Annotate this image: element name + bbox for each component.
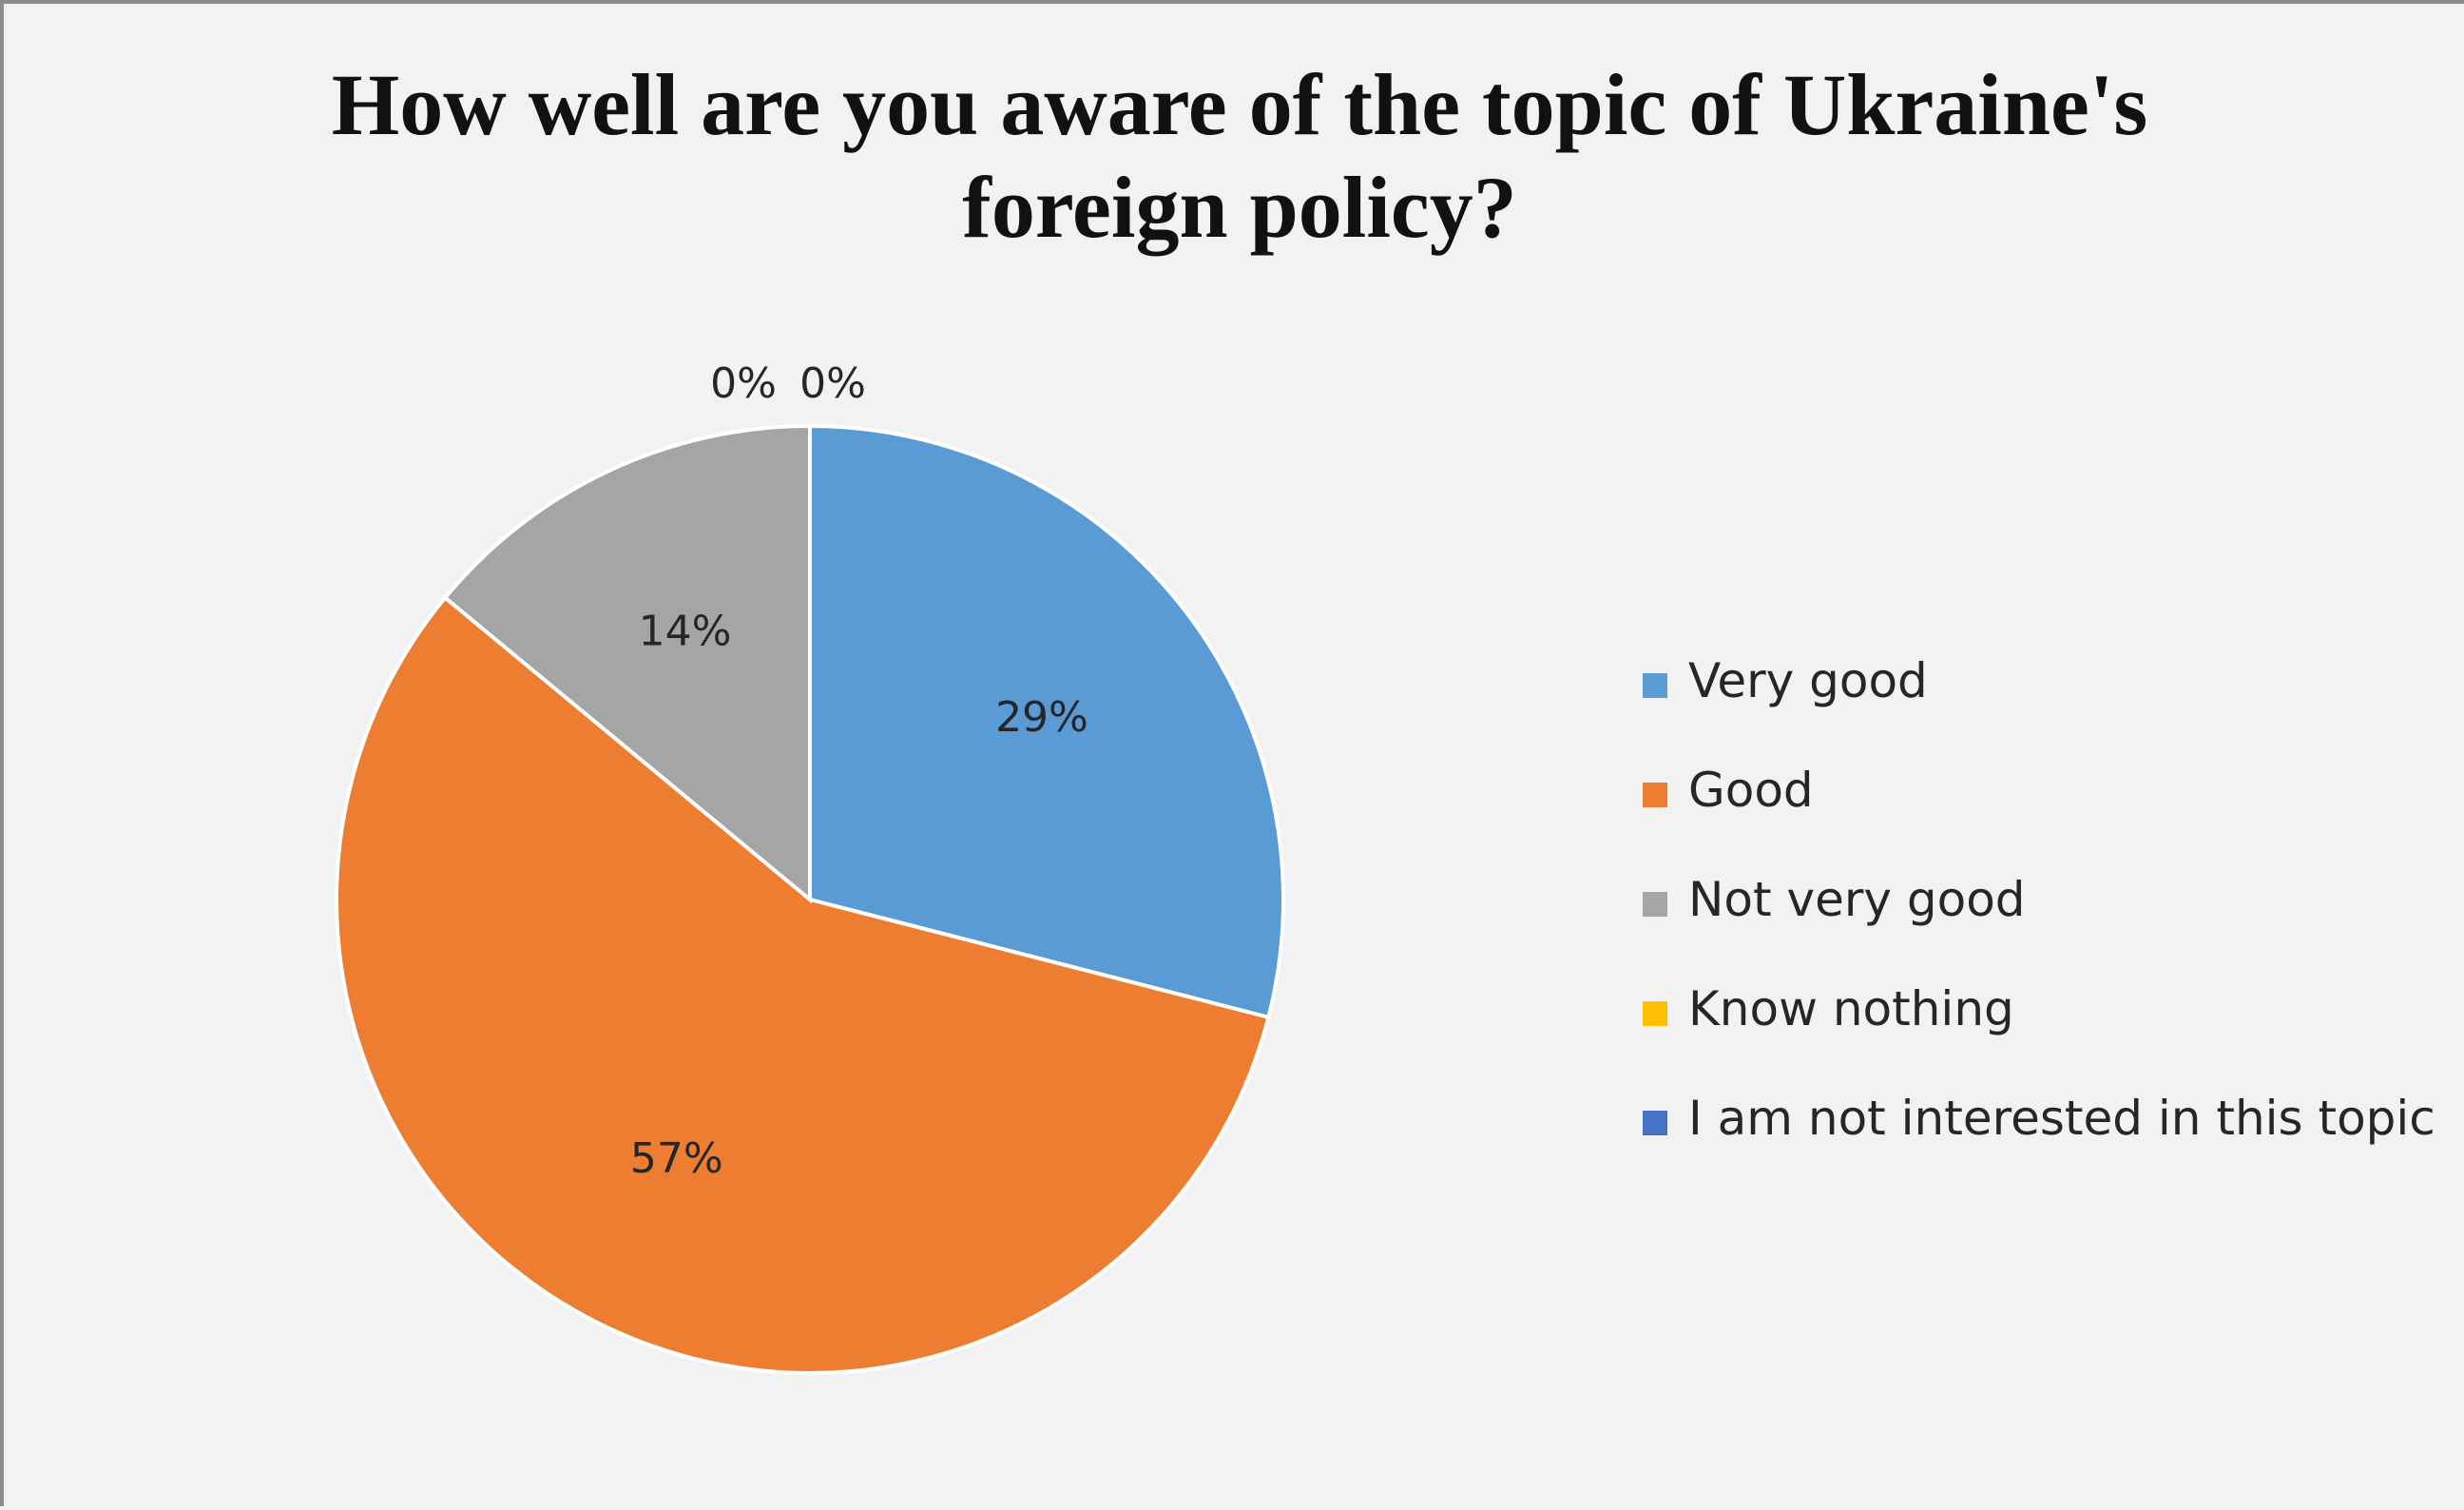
legend-label: Good	[1688, 763, 1814, 818]
data-label-good: 57%	[630, 1134, 723, 1183]
data-label-know-nothing: 0%	[710, 359, 777, 408]
pie-slice-good	[335, 594, 1271, 1375]
legend-item: Know nothing	[1643, 978, 2435, 1088]
legend-item: I am not interested in this topic	[1643, 1088, 2435, 1197]
data-label-i-am-not-interested-in-this-topic: 0%	[799, 359, 866, 408]
pie-slice-very-good	[808, 423, 1285, 1020]
legend-item: Not very good	[1643, 869, 2435, 978]
legend-swatch	[1643, 673, 1667, 698]
legend-label: Not very good	[1688, 872, 2026, 927]
legend-label: I am not interested in this topic	[1688, 1091, 2435, 1146]
chart-title: How well are you aware of the topic of U…	[331, 56, 2148, 256]
pie-slice-not-very-good	[442, 423, 812, 904]
data-label-very-good: 29%	[995, 693, 1088, 742]
data-label-not-very-good: 14%	[639, 608, 732, 656]
legend-swatch	[1643, 783, 1667, 807]
legend-item: Good	[1643, 760, 2435, 869]
legend-swatch	[1643, 1111, 1667, 1135]
legend-label: Very good	[1688, 653, 1928, 708]
pie-chart: 29% 57% 14% 0% 0%	[335, 359, 1285, 1375]
legend-swatch	[1643, 1001, 1667, 1026]
legend-label: Know nothing	[1688, 981, 2014, 1036]
legend: Very good Good Not very good Know nothing I …	[1643, 650, 2435, 1197]
legend-item: Very good	[1643, 650, 2435, 760]
legend-swatch	[1643, 892, 1667, 917]
